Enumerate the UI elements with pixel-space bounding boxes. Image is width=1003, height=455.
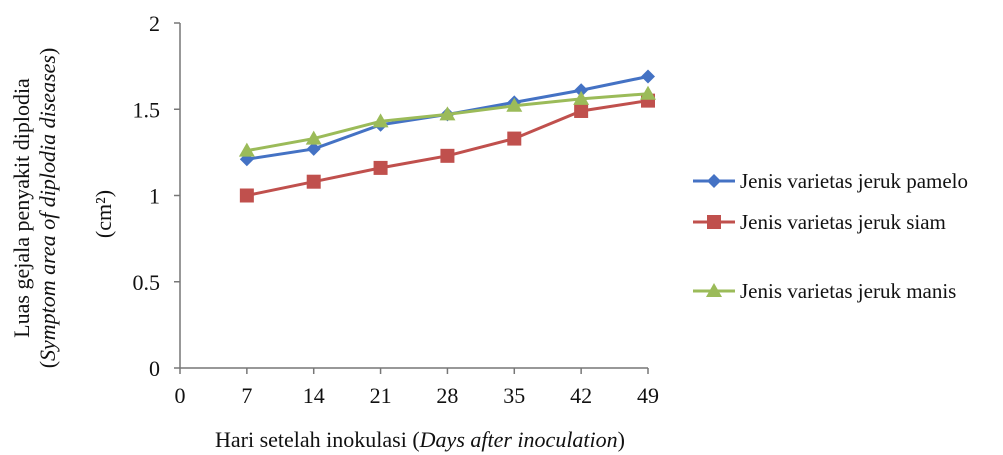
data-point — [506, 97, 523, 112]
y-axis-title-line2: (Symptom area of diplodia diseases) — [35, 48, 60, 369]
data-point — [306, 174, 321, 189]
data-point — [306, 141, 321, 156]
series-line — [246, 92, 649, 153]
legend-label: Jenis varietas jeruk siam — [740, 210, 946, 234]
x-tick-labels: 0 7 14 21 28 35 42 49 — [175, 383, 660, 408]
x-tick-label: 35 — [503, 383, 525, 408]
data-point — [574, 83, 589, 98]
legend-marker — [706, 283, 722, 297]
x-axis-title: Hari setelah inokulasi (Days after inocu… — [215, 427, 625, 452]
data-point — [573, 90, 590, 105]
y-tick-label: 0.5 — [133, 270, 161, 295]
data-point — [239, 188, 254, 203]
data-point — [574, 103, 589, 118]
y-tick-label: 1.5 — [133, 97, 161, 122]
legend-label: Jenis varietas jeruk pamelo — [740, 169, 968, 193]
data-point — [305, 130, 322, 145]
x-tick-label: 7 — [241, 383, 252, 408]
data-point — [372, 113, 389, 128]
y-axis-title: Luas gejala penyakit diplodia (Symptom a… — [9, 48, 116, 369]
x-tick-label: 28 — [436, 383, 458, 408]
y-tick-label: 2 — [149, 11, 160, 36]
legend-item: Jenis varietas jeruk manis — [693, 279, 956, 303]
y-tick-label: 1 — [149, 184, 160, 209]
x-tick-label: 49 — [637, 383, 659, 408]
series-2 — [239, 93, 655, 203]
data-point — [641, 69, 655, 84]
data-point — [439, 106, 456, 121]
series-layer — [238, 69, 656, 203]
x-tick-label: 0 — [175, 383, 186, 408]
legend-item: Jenis varietas jeruk pamelo — [693, 169, 968, 193]
x-tick-label: 42 — [570, 383, 592, 408]
legend-marker — [707, 174, 721, 188]
data-point — [238, 142, 255, 157]
x-tick-label: 14 — [303, 383, 325, 408]
data-point — [640, 85, 656, 100]
y-axis-unit: (cm²) — [91, 190, 116, 238]
x-tick-label: 21 — [370, 383, 392, 408]
axis-tick-marks — [174, 22, 649, 374]
y-tick-label: 0 — [149, 356, 160, 381]
legend-marker — [707, 215, 721, 229]
data-point — [373, 160, 388, 175]
legend: Jenis varietas jeruk pamelo Jenis varieta… — [693, 169, 968, 303]
y-axis-title-line1: Luas gejala penyakit diplodia — [9, 78, 34, 338]
series-3 — [238, 85, 656, 157]
y-tick-labels: 0 0.5 1 1.5 2 — [133, 11, 161, 381]
legend-item: Jenis varietas jeruk siam — [693, 210, 946, 234]
data-point — [507, 131, 522, 146]
data-point — [440, 148, 455, 163]
legend-label: Jenis varietas jeruk manis — [740, 279, 956, 303]
